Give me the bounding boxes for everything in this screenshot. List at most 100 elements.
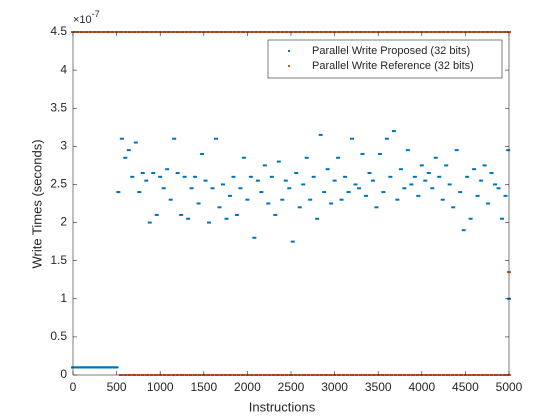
point (151, 172, 156, 175)
point (252, 236, 257, 239)
point (412, 175, 417, 178)
point (276, 160, 281, 163)
point (147, 221, 152, 224)
point (360, 152, 365, 155)
point (409, 183, 414, 186)
point (123, 156, 128, 159)
point (196, 202, 201, 205)
point (332, 179, 337, 182)
x-tick-label: 500 (107, 380, 127, 394)
point (395, 198, 400, 201)
point (468, 217, 473, 220)
x-tick-label: 2000 (234, 380, 261, 394)
point (175, 172, 180, 175)
point (224, 217, 229, 220)
point (158, 175, 163, 178)
point (479, 179, 484, 182)
y-tick-label: 0 (60, 367, 67, 381)
point (506, 149, 511, 152)
point (294, 172, 299, 175)
point (440, 198, 445, 201)
point (370, 179, 375, 182)
point (154, 213, 159, 216)
point (203, 179, 208, 182)
y-axis-label: Write Times (seconds) (29, 139, 44, 268)
point (207, 221, 212, 224)
point (248, 175, 253, 178)
point (461, 229, 466, 232)
point (266, 202, 271, 205)
point (262, 164, 267, 167)
point (217, 206, 222, 209)
point (259, 191, 264, 194)
point (227, 194, 232, 197)
point (287, 187, 292, 190)
point (329, 202, 334, 205)
x-tick-label: 3500 (365, 380, 392, 394)
point (426, 172, 431, 175)
plot-area (73, 32, 509, 375)
y-tick-label: 2 (60, 215, 67, 229)
point (273, 213, 278, 216)
point (454, 149, 459, 152)
point (172, 137, 177, 140)
point (308, 198, 313, 201)
point (186, 217, 191, 220)
point (114, 366, 119, 369)
point (304, 156, 309, 159)
point (210, 187, 215, 190)
point (325, 168, 330, 171)
point (238, 187, 243, 190)
point (126, 149, 131, 152)
legend-label: Parallel Write Proposed (32 bits) (312, 45, 470, 57)
point (402, 187, 407, 190)
y-tick-label: 4.5 (50, 24, 67, 38)
x-tick-label: 1500 (190, 380, 217, 394)
x-tick-label: 4000 (408, 380, 435, 394)
point (280, 198, 285, 201)
point (130, 175, 135, 178)
point (419, 164, 424, 167)
point (137, 191, 142, 194)
point (231, 175, 236, 178)
point (384, 137, 389, 140)
legend-marker (288, 50, 290, 52)
point (290, 240, 295, 243)
point (165, 168, 170, 171)
point (381, 191, 386, 194)
y-tick-label: 0.5 (50, 329, 67, 343)
point (374, 206, 379, 209)
x-tick-label: 3000 (321, 380, 348, 394)
point (179, 213, 184, 216)
y-tick-label: 2.5 (50, 177, 67, 191)
point (433, 156, 438, 159)
point (339, 198, 344, 201)
y-tick-label: 3 (60, 139, 67, 153)
point (311, 175, 316, 178)
x-tick-label: 0 (70, 380, 77, 394)
point (391, 130, 396, 133)
point (315, 217, 320, 220)
point (182, 175, 187, 178)
point (367, 172, 372, 175)
point (350, 137, 355, 140)
point (486, 202, 491, 205)
point (301, 183, 306, 186)
point (140, 172, 145, 175)
point (482, 164, 487, 167)
x-tick-label: 4500 (452, 380, 479, 394)
point (116, 191, 121, 194)
legend-label: Parallel Write Reference (32 bits) (312, 60, 474, 72)
point (234, 213, 239, 216)
point (430, 187, 435, 190)
point (193, 175, 198, 178)
point (161, 187, 166, 190)
x-tick-label: 2500 (278, 380, 305, 394)
point (133, 141, 138, 144)
point (241, 156, 246, 159)
point (405, 149, 410, 152)
point (343, 175, 348, 178)
point (489, 172, 494, 175)
point (346, 191, 351, 194)
